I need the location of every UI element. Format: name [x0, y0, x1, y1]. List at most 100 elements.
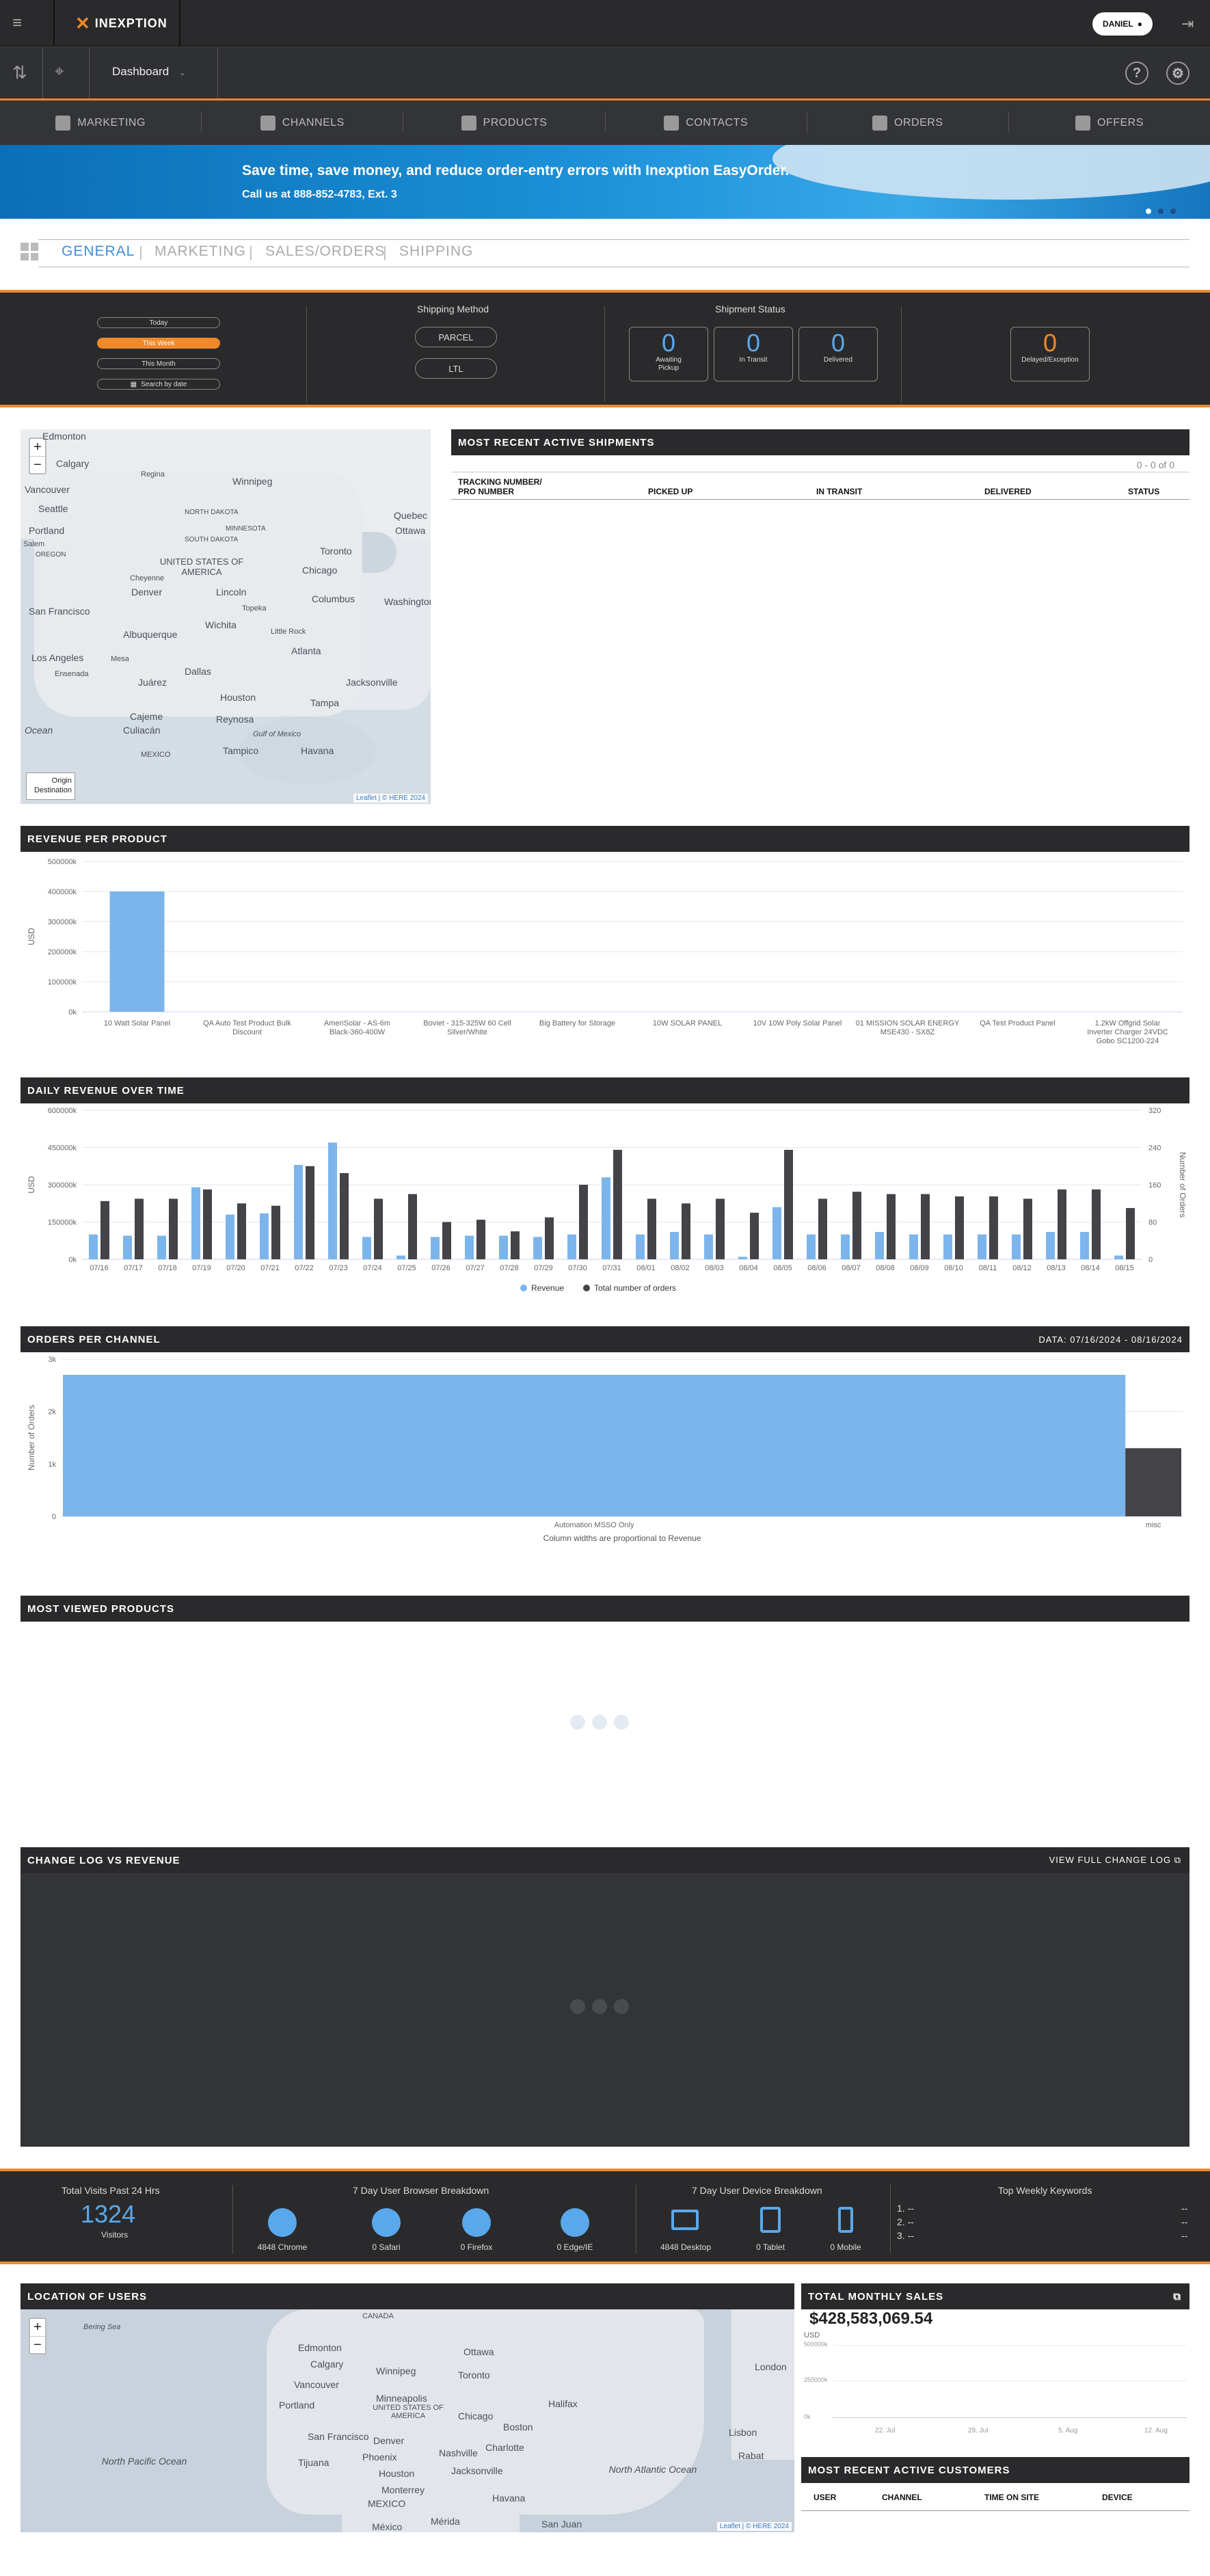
help-icon[interactable]: ? [1125, 62, 1148, 85]
map-label: Monterrey [381, 2484, 425, 2495]
carousel-dot[interactable] [1170, 209, 1176, 214]
brand-logo[interactable]: ✕ INEXPTION [75, 13, 167, 33]
gridline [833, 2380, 1187, 2381]
col-tracking-number[interactable]: TRACKING NUMBER/ PRO NUMBER [458, 477, 542, 496]
zoom-out-button[interactable]: − [30, 2336, 45, 2353]
status-in-transit[interactable]: 0 In Transit [714, 327, 793, 381]
settings-gear-icon[interactable]: ⚙ [1166, 62, 1189, 85]
map-label: Ottawa [463, 2346, 494, 2357]
legend-revenue: Revenue [531, 1283, 564, 1293]
tab-marketing[interactable]: MARKETING [154, 243, 246, 259]
shipments-map[interactable]: + − Edmonton Calgary Regina Winnipeg Vanc… [21, 429, 431, 804]
zoom-in-button[interactable]: + [33, 440, 42, 455]
map-attribution[interactable]: Leaflet | © HERE 2024 [353, 794, 428, 803]
view-changelog-label: VIEW FULL CHANGE LOG [1049, 1855, 1172, 1865]
col-time-on-site[interactable]: TIME ON SITE [984, 2493, 1040, 2502]
browser-edge: 0 Edge/IE [556, 2242, 593, 2252]
map-label: Mesa [111, 655, 129, 663]
cart-icon [872, 115, 888, 131]
status-awaiting-pickup[interactable]: 0 Awaiting Pickup [629, 327, 708, 381]
shipments-paging: 0 - 0 of 0 [1136, 459, 1174, 470]
user-menu-button[interactable]: DANIEL ● [1092, 12, 1153, 36]
tab-shipping[interactable]: SHIPPING [399, 243, 474, 259]
tab-sales-orders[interactable]: SALES/ORDERS [265, 243, 386, 259]
date-this-week-button[interactable]: This Week [97, 338, 220, 349]
chart-note: Column widths are proportional to Revenu… [543, 1533, 701, 1543]
swap-icon[interactable]: ⇅ [12, 62, 27, 83]
status-count: 0 [831, 329, 846, 357]
grid-icon[interactable] [21, 243, 38, 260]
x-tick-label: 08/07 [842, 1264, 861, 1272]
nav-item-marketing[interactable]: MARKETING [0, 113, 202, 133]
date-this-month-button[interactable]: This Month [97, 358, 220, 369]
zoom-out-button[interactable]: − [30, 456, 45, 473]
map-label: MEXICO [141, 751, 171, 759]
land [34, 470, 362, 716]
logout-icon[interactable]: ⇥ [1181, 15, 1194, 32]
col-user[interactable]: USER [814, 2493, 837, 2502]
divider [604, 306, 605, 402]
tab-general[interactable]: GENERAL [62, 243, 135, 259]
loading-spinner [570, 1999, 629, 2014]
most-viewed-header: MOST VIEWED PRODUCTS [21, 1596, 1189, 1622]
search-by-date-button[interactable]: ▦ Search by date [97, 379, 220, 390]
map-label: Culiacán [123, 725, 161, 736]
col-status[interactable]: STATUS [1128, 487, 1160, 496]
x-tick-label: Silver/White [447, 1028, 487, 1036]
nav-item-products[interactable]: PRODUCTS [403, 113, 606, 133]
carousel-dot[interactable] [1158, 209, 1164, 214]
y-tick-label: 400000k [48, 888, 77, 896]
revenue-bar [89, 1234, 98, 1259]
nav-item-orders[interactable]: ORDERS [807, 113, 1009, 133]
nav-item-offers[interactable]: OFFERS [1009, 113, 1210, 133]
external-link-icon[interactable]: ⧉ [1173, 2290, 1181, 2303]
col-delivered[interactable]: DELIVERED [984, 487, 1032, 496]
col-device[interactable]: DEVICE [1102, 2493, 1133, 2502]
revenue-bar [807, 1234, 816, 1259]
map-label: Chicago [458, 2411, 494, 2421]
sales-ytick: 0k [804, 2413, 811, 2420]
orders-bar [442, 1222, 451, 1259]
col-in-transit[interactable]: IN TRANSIT [816, 487, 863, 496]
orders-bar [887, 1194, 896, 1259]
carousel-dot[interactable] [1146, 209, 1151, 214]
orders-bar [511, 1231, 520, 1259]
y-right-tick-label: 160 [1148, 1181, 1161, 1190]
nav-item-channels[interactable]: CHANNELS [202, 113, 404, 133]
revenue-bar [157, 1235, 166, 1259]
map-label: MINNESOTA [226, 525, 266, 533]
location-pin-icon[interactable]: ⌖ [55, 62, 64, 81]
orders-bar [340, 1172, 349, 1259]
x-tick-label: 07/18 [158, 1264, 177, 1272]
map-attribution[interactable]: Leaflet | © HERE 2024 [716, 2522, 792, 2531]
promo-banner[interactable]: Save time, save money, and reduce order-… [0, 145, 1210, 219]
orders-bar [955, 1196, 964, 1259]
col-picked-up[interactable]: PICKED UP [648, 487, 693, 496]
map-label: Portland [279, 2400, 315, 2411]
x-tick-label: Gobo SC1200-224 [1097, 1037, 1159, 1045]
nav-label: OFFERS [1097, 116, 1144, 129]
revenue-bar [260, 1213, 269, 1259]
view-changelog-link[interactable]: VIEW FULL CHANGE LOG ⧉ [1049, 1855, 1181, 1866]
x-tick-label: 08/05 [773, 1264, 792, 1272]
hamburger-menu-icon[interactable]: ≡ [12, 14, 23, 32]
map-label: Havana [492, 2493, 526, 2504]
zoom-in-button[interactable]: + [33, 2320, 42, 2335]
contacts-icon [664, 115, 680, 131]
date-today-button[interactable]: Today [97, 317, 220, 328]
nav-item-contacts[interactable]: CONTACTS [606, 113, 807, 133]
parcel-button[interactable]: PARCEL [415, 327, 497, 347]
divider [179, 0, 180, 46]
status-delivered[interactable]: 0 Delivered [798, 327, 878, 381]
map-label: Lincoln [216, 587, 247, 598]
y-tick-label: 450000k [48, 1144, 77, 1153]
ltl-button[interactable]: LTL [415, 358, 497, 379]
banner-headline: Save time, save money, and reduce order-… [242, 163, 790, 178]
col-channel[interactable]: CHANNEL [882, 2493, 922, 2502]
orders-bar [169, 1198, 178, 1259]
status-delayed-exception[interactable]: 0 Delayed/Exception [1010, 327, 1090, 381]
users-map[interactable]: + − CANADA Bering Sea Edmonton Calgary Wi… [21, 2309, 794, 2532]
dashboard-dropdown[interactable]: Dashboard ⌄ [112, 65, 186, 79]
map-label: NORTH DAKOTA [185, 509, 239, 516]
device-desktop: 4848 Desktop [660, 2242, 712, 2252]
